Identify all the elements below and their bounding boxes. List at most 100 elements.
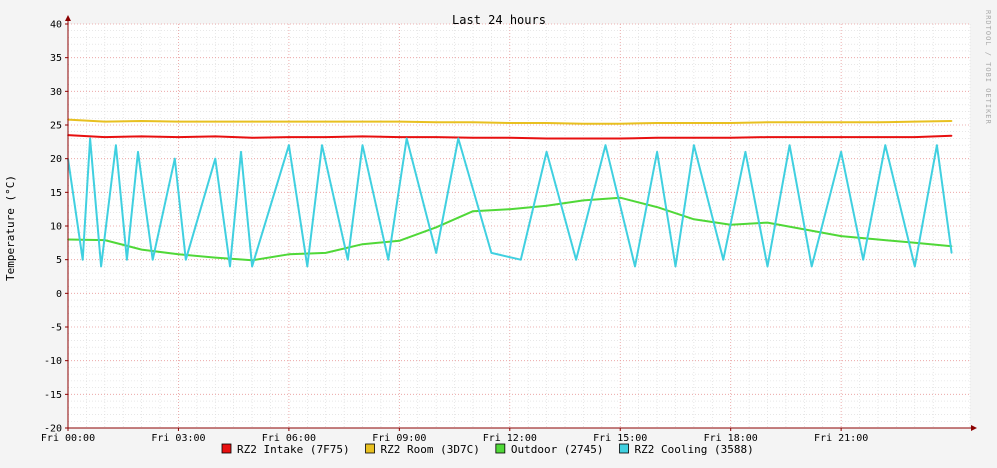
x-tick-label: Fri 12:00	[483, 433, 537, 444]
rrdtool-watermark: RRDTOOL / TOBI OETIKER	[984, 10, 992, 125]
series-4-point	[674, 265, 677, 268]
series-3-point	[913, 242, 916, 244]
series-2-point	[619, 122, 622, 125]
series-4-point	[321, 144, 323, 146]
series-3-point	[361, 243, 364, 245]
series-4-point	[185, 258, 187, 261]
y-tick-label: 25	[50, 121, 62, 132]
series-2-point	[950, 120, 953, 122]
series-3-point	[214, 256, 217, 259]
series-4-point	[840, 151, 842, 153]
series-4-point	[810, 265, 813, 268]
series-2-point	[545, 122, 548, 124]
series-1-point	[950, 134, 953, 137]
series-1-point	[140, 135, 143, 138]
series-4-point	[766, 265, 769, 268]
y-tick-label: 5	[56, 255, 62, 266]
series-2-point	[840, 121, 842, 124]
x-tick-label: Fri 18:00	[704, 433, 758, 444]
series-1-point	[508, 136, 511, 139]
series-4-point	[288, 144, 290, 146]
y-tick-label: -20	[44, 424, 62, 435]
series-4-point	[656, 151, 658, 153]
y-tick-label: -5	[50, 323, 62, 334]
legend-swatch-4	[619, 443, 629, 454]
series-3-point	[288, 253, 290, 256]
series-4-point	[100, 265, 102, 268]
series-4-point	[240, 151, 242, 153]
series-2-point	[140, 120, 143, 122]
series-1-point	[214, 135, 217, 138]
series-4-point	[913, 265, 916, 268]
series-2-point	[766, 121, 769, 124]
series-2-point	[656, 122, 658, 124]
series-2-point	[324, 120, 327, 123]
chart-title: Last 24 hours	[452, 13, 546, 27]
series-1-point	[251, 136, 253, 139]
legend-label-1: RZ2 Intake (7F75)	[237, 443, 350, 456]
series-4-point	[361, 144, 364, 146]
series-4-point	[520, 258, 522, 261]
series-3-point	[840, 235, 842, 237]
series-4-point	[214, 157, 217, 160]
series-1-point	[177, 136, 180, 138]
series-2-point	[693, 122, 695, 124]
series-4-point	[306, 265, 309, 268]
series-2-point	[508, 122, 511, 124]
x-tick-labels: Fri 00:00 Fri 03:00 Fri 06:00 Fri 09:00 Fri …	[41, 433, 868, 444]
series-4-point	[862, 258, 865, 261]
series-2-point	[877, 121, 879, 124]
series-2-point	[251, 120, 253, 123]
series-1-point	[729, 136, 732, 139]
series-2-point	[104, 120, 106, 123]
series-4-point	[950, 252, 953, 254]
x-tick-label: Fri 00:00	[41, 433, 95, 444]
series-2-point	[214, 120, 217, 123]
series-4-point	[126, 258, 128, 261]
series-1-point	[398, 136, 401, 138]
x-tick-label: Fri 09:00	[372, 433, 426, 444]
y-tick-label: 15	[50, 188, 62, 199]
series-2-point	[398, 120, 401, 123]
series-4-point	[81, 258, 84, 261]
series-4-point	[347, 258, 349, 261]
series-3-point	[177, 253, 180, 256]
y-axis-arrow	[65, 15, 71, 21]
series-3-point	[435, 226, 437, 229]
series-4-point	[722, 258, 725, 261]
series-2-point	[177, 120, 180, 123]
series-4-point	[604, 144, 607, 146]
series-4-point	[435, 252, 437, 254]
series-1-point	[324, 136, 327, 138]
series-1-point	[619, 137, 622, 140]
series-4-point	[936, 144, 938, 146]
y-tick-labels: -20 -15 -10 -5 0 5 10 15 20 25 30 35 40	[44, 20, 62, 435]
series-2-point	[472, 121, 474, 124]
series-2-point	[913, 120, 916, 123]
y-tick-label: 30	[50, 87, 62, 98]
series-4-point	[693, 144, 695, 146]
series-1-point	[840, 136, 842, 138]
series-3-point	[140, 248, 143, 251]
x-tick-label: Fri 21:00	[814, 433, 868, 444]
series-4-point	[788, 144, 791, 146]
series-4-point	[634, 265, 636, 268]
series-3-point	[398, 240, 401, 242]
series-4-point	[490, 252, 493, 254]
series-3-point	[472, 210, 474, 212]
series-1-point	[766, 136, 769, 138]
series-4-point	[173, 157, 176, 160]
y-tick-label: -15	[44, 390, 62, 401]
series-2-point	[435, 121, 437, 124]
x-tick-label: Fri 03:00	[151, 433, 205, 444]
y-tick-label: 20	[50, 154, 62, 165]
series-3-point	[545, 205, 548, 207]
y-tick-label: 35	[50, 53, 62, 64]
series-1-point	[913, 136, 916, 138]
series-2-point	[729, 122, 732, 124]
legend: RZ2 Intake (7F75) RZ2 Room (3D7C) Outdoor …	[221, 443, 754, 456]
series-4-point	[137, 151, 139, 153]
y-tick-label: 10	[50, 222, 62, 233]
series-2-point	[803, 121, 806, 124]
series-4-point	[151, 258, 154, 261]
